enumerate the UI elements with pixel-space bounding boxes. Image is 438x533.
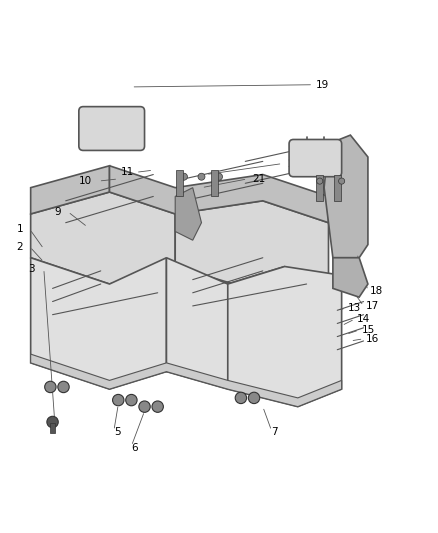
Circle shape (180, 173, 187, 180)
Polygon shape (333, 258, 368, 297)
Circle shape (198, 173, 205, 180)
Circle shape (45, 381, 56, 393)
Polygon shape (228, 266, 342, 407)
Text: 2: 2 (17, 242, 23, 252)
Text: 16: 16 (366, 334, 379, 344)
Text: 10: 10 (79, 176, 92, 186)
Bar (211, 170, 218, 197)
Polygon shape (31, 166, 110, 214)
Circle shape (58, 381, 69, 393)
Circle shape (339, 178, 345, 184)
Circle shape (47, 416, 58, 427)
Polygon shape (324, 135, 368, 258)
Polygon shape (31, 258, 166, 389)
Polygon shape (110, 166, 328, 223)
Circle shape (126, 394, 137, 406)
Text: 6: 6 (131, 443, 138, 453)
Text: 11: 11 (120, 167, 134, 177)
Bar (176, 170, 183, 197)
Text: 7: 7 (272, 427, 278, 437)
Circle shape (139, 401, 150, 413)
Circle shape (113, 394, 124, 406)
Text: 21: 21 (252, 174, 265, 184)
Circle shape (152, 401, 163, 413)
Bar (334, 174, 341, 201)
Polygon shape (166, 258, 285, 389)
Text: 14: 14 (357, 314, 370, 324)
FancyBboxPatch shape (79, 107, 145, 150)
Circle shape (215, 173, 223, 180)
Polygon shape (31, 192, 175, 284)
Text: 9: 9 (55, 207, 61, 217)
Text: 13: 13 (348, 303, 361, 313)
Text: 5: 5 (114, 427, 120, 437)
Circle shape (248, 392, 260, 403)
FancyBboxPatch shape (289, 140, 342, 177)
Polygon shape (31, 354, 342, 407)
Text: 19: 19 (315, 80, 328, 90)
Text: 20: 20 (287, 159, 300, 168)
Text: 15: 15 (361, 325, 374, 335)
Bar (50, 423, 55, 433)
Polygon shape (175, 188, 201, 240)
Text: 17: 17 (366, 301, 379, 311)
Text: 1: 1 (17, 224, 23, 235)
Circle shape (317, 178, 323, 184)
Circle shape (235, 392, 247, 403)
Text: 3: 3 (28, 264, 35, 273)
Bar (316, 174, 323, 201)
Text: 18: 18 (370, 286, 383, 296)
Polygon shape (175, 201, 328, 293)
